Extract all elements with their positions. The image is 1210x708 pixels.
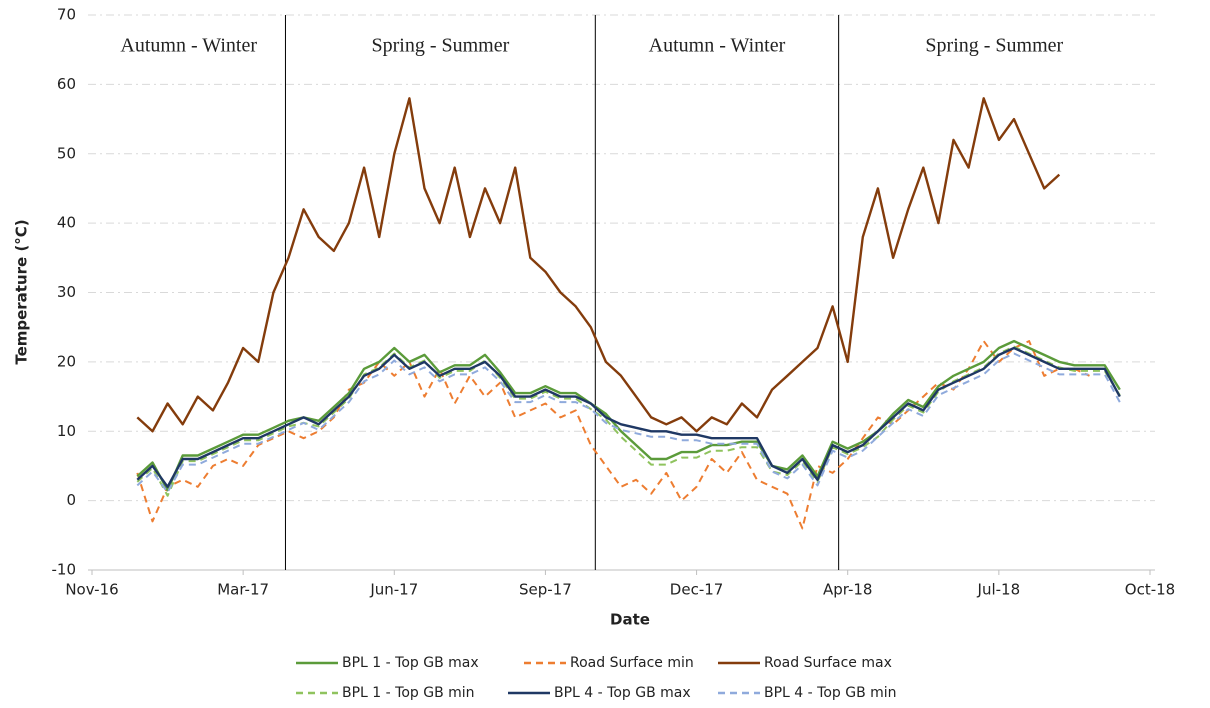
- x-tick-label: Apr-18: [823, 581, 873, 599]
- season-label: Autumn - Winter: [649, 35, 786, 57]
- y-tick-label: -10: [52, 561, 77, 579]
- y-tick-label: 40: [57, 214, 76, 232]
- x-tick-label: Dec-17: [670, 581, 724, 599]
- x-tick-label: Oct-18: [1125, 581, 1175, 599]
- y-tick-label: 50: [57, 144, 76, 162]
- x-axis-title: Date: [610, 611, 650, 629]
- x-tick-label: Nov-16: [65, 581, 118, 599]
- series-line: [136, 339, 1121, 492]
- series-line: [136, 346, 1121, 488]
- y-axis-title: Temperature (°C): [13, 219, 31, 364]
- season-label: Spring - Summer: [371, 35, 509, 57]
- season-label: Autumn - Winter: [120, 35, 257, 57]
- legend-label: Road Surface max: [764, 655, 892, 671]
- series-line: [136, 97, 1061, 433]
- y-tick-label: 0: [66, 491, 76, 509]
- legend-label: BPL 1 - Top GB max: [342, 655, 479, 671]
- legend-label: BPL 4 - Top GB min: [764, 685, 897, 701]
- legend-label: BPL 1 - Top GB min: [342, 685, 475, 701]
- y-tick-label: 30: [57, 283, 76, 301]
- x-tick-label: Mar-17: [217, 581, 269, 599]
- y-tick-label: 10: [57, 422, 76, 440]
- series-line: [136, 345, 1121, 497]
- legend-label: Road Surface min: [570, 655, 694, 671]
- series-line: [136, 352, 1121, 494]
- x-tick-label: Sep-17: [519, 581, 572, 599]
- y-tick-label: 20: [57, 352, 76, 370]
- x-tick-label: Jul-18: [977, 581, 1021, 599]
- season-label: Spring - Summer: [925, 35, 1063, 57]
- y-tick-label: 60: [57, 75, 76, 93]
- x-tick-label: Jun-17: [369, 581, 418, 599]
- legend-label: BPL 4 - Top GB max: [554, 685, 691, 701]
- y-tick-label: 70: [57, 6, 76, 24]
